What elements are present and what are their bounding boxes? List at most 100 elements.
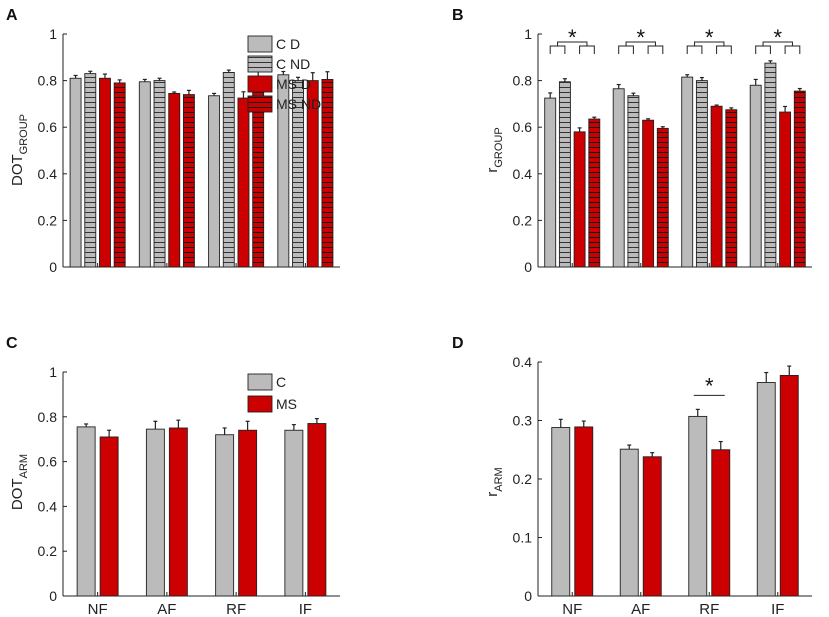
bar — [627, 95, 640, 268]
bar — [76, 426, 96, 597]
legend-swatch — [247, 373, 273, 391]
bar — [222, 71, 235, 268]
bar — [688, 415, 708, 597]
bar — [695, 80, 708, 268]
y-tick-label: 0.6 — [513, 119, 533, 135]
bar — [779, 111, 792, 268]
bar — [551, 427, 571, 597]
bar — [182, 94, 195, 268]
y-tick-label: 0.4 — [38, 166, 58, 182]
y-tick-label: 1 — [49, 364, 57, 380]
bar — [544, 97, 557, 268]
y-tick-label: 1 — [524, 26, 532, 42]
bar — [779, 375, 799, 597]
significance-bracket — [755, 45, 771, 54]
legend-swatch — [247, 75, 273, 93]
y-tick-label: 0.2 — [38, 212, 58, 228]
legend-swatch — [247, 395, 273, 413]
bar — [574, 426, 594, 597]
y-tick-label: 0.1 — [513, 530, 533, 546]
legend-label: C D — [276, 36, 300, 52]
y-tick-label: 0.4 — [513, 354, 533, 370]
y-tick-label: 0.2 — [38, 543, 58, 559]
bar — [307, 423, 327, 597]
bar — [153, 80, 166, 268]
bar — [749, 84, 762, 268]
bar — [113, 82, 126, 268]
significance-bracket — [784, 45, 801, 54]
y-axis-label-a: DOTGROUP — [9, 114, 30, 186]
legend-swatch — [247, 35, 273, 53]
significance-star: * — [636, 25, 645, 50]
panel-letter-d: D — [452, 335, 464, 352]
y-tick-label: 0.4 — [513, 166, 533, 182]
y-axis-label-d: rARM — [484, 467, 505, 496]
y-tick-label: 0 — [524, 259, 532, 275]
y-tick-label: 0.8 — [513, 73, 533, 89]
bar — [145, 428, 165, 597]
significance-bracket — [686, 45, 703, 54]
significance-bracket — [618, 45, 634, 54]
legend-label: MS — [276, 396, 297, 412]
y-tick-label: 0 — [49, 259, 57, 275]
significance-bracket — [762, 41, 793, 46]
legend-swatch — [247, 55, 273, 73]
bar — [84, 73, 97, 268]
bar — [710, 105, 723, 268]
bar — [99, 77, 111, 268]
y-axis-label-c: DOTARM — [9, 454, 30, 510]
bar — [619, 448, 639, 597]
bar — [681, 76, 694, 268]
bar — [588, 118, 601, 268]
y-tick-label: 0 — [524, 588, 532, 604]
panel-b-plot: 0 0.2 0.4 0.6 0.8 1 * * * * — [513, 25, 812, 275]
x-tick-label: RF — [226, 601, 246, 617]
panel-a-plot: 0 0.2 0.4 0.6 0.8 1 C D C ND MS D MS ND — [38, 26, 340, 275]
significance-bracket — [557, 41, 588, 46]
bar — [558, 81, 571, 268]
y-tick-label: 0.8 — [38, 73, 58, 89]
x-tick-label: NF — [88, 601, 108, 617]
bar — [208, 95, 221, 268]
y-tick-label: 1 — [49, 26, 57, 42]
y-tick-label: 0.2 — [513, 471, 533, 487]
bar — [612, 88, 625, 268]
legend-label: C ND — [276, 56, 310, 72]
panel-c-plot: 0 0.2 0.4 0.6 0.8 1 NF AF RF IF C MS — [38, 364, 340, 617]
significance-bracket — [625, 41, 656, 46]
significance-bracket — [716, 45, 732, 54]
legend-label: MS D — [276, 76, 311, 92]
panel-letter-c: C — [6, 335, 18, 352]
panel-letter-a: A — [6, 7, 18, 24]
bar — [284, 429, 304, 597]
bar — [69, 77, 82, 268]
x-tick-label: AF — [631, 601, 650, 617]
x-tick-label: AF — [157, 601, 176, 617]
x-tick-label: IF — [299, 601, 312, 617]
legend-label: C — [276, 374, 286, 390]
significance-bracket — [549, 45, 566, 54]
significance-star: * — [773, 25, 782, 50]
panel-letter-b: B — [452, 7, 464, 24]
significance-star: * — [705, 25, 714, 50]
legend-label: MS ND — [276, 96, 321, 112]
bar — [99, 436, 119, 597]
bar — [168, 427, 188, 597]
y-tick-label: 0.3 — [513, 413, 533, 429]
bar — [756, 382, 776, 597]
bar — [642, 456, 662, 597]
bar — [168, 92, 181, 268]
panel-d-plot: 0 0.1 0.2 0.3 0.4 NF AF RF IF * — [513, 354, 812, 617]
significance-bracket — [647, 45, 664, 54]
significance-star: * — [568, 25, 577, 50]
significance-star: * — [705, 373, 714, 398]
x-tick-label: RF — [699, 601, 719, 617]
y-tick-label: 0.4 — [38, 498, 58, 514]
y-tick-label: 0.8 — [38, 409, 58, 425]
y-tick-label: 0 — [49, 588, 57, 604]
bar — [656, 127, 669, 268]
bar — [764, 62, 777, 268]
bar — [711, 449, 731, 597]
bar — [725, 109, 738, 268]
x-tick-label: NF — [562, 601, 582, 617]
